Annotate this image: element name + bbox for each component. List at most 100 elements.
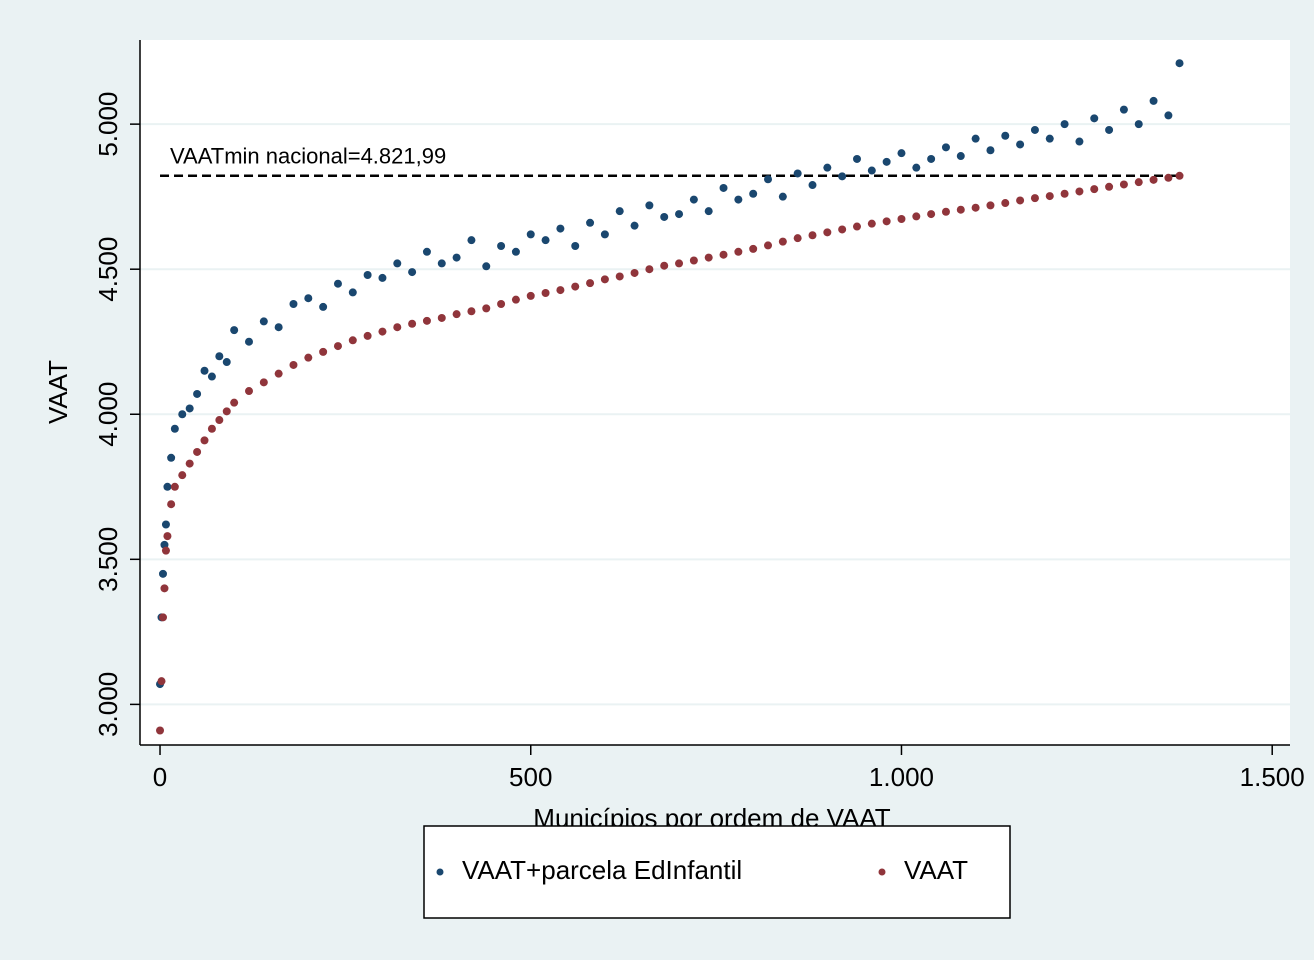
point [719, 183, 728, 192]
legend-label: VAAT+parcela EdInfantil [462, 855, 742, 885]
point [1119, 180, 1128, 189]
point [734, 195, 743, 204]
point [1001, 199, 1010, 208]
point [941, 143, 950, 152]
y-tick-label: 3.500 [93, 527, 123, 592]
point [971, 134, 980, 143]
point [912, 212, 921, 221]
point [259, 317, 268, 326]
point [207, 372, 216, 381]
point [157, 677, 166, 686]
point [244, 387, 253, 396]
point [167, 500, 176, 509]
point [1134, 178, 1143, 187]
point [541, 236, 550, 245]
point [600, 230, 609, 239]
point [1045, 134, 1054, 143]
point [158, 569, 167, 578]
point [274, 323, 283, 332]
point [222, 407, 231, 416]
point [630, 268, 639, 277]
point [1075, 187, 1084, 196]
point [1016, 140, 1025, 149]
y-axis-label: VAAT [43, 360, 73, 424]
point [333, 279, 342, 288]
point [764, 175, 773, 184]
point [160, 584, 169, 593]
point [163, 532, 172, 541]
point [660, 261, 669, 270]
point [161, 546, 170, 555]
point [1075, 137, 1084, 146]
point [615, 272, 624, 281]
point [867, 166, 876, 175]
point [645, 265, 654, 274]
legend-label: VAAT [904, 855, 968, 885]
point [178, 410, 187, 419]
point [912, 163, 921, 172]
point [719, 250, 728, 259]
reference-label: VAATmin nacional=4.821,99 [170, 144, 446, 169]
point [304, 353, 313, 362]
point [764, 241, 773, 250]
point [882, 217, 891, 226]
point [541, 288, 550, 297]
x-tick-label: 500 [509, 762, 552, 792]
point [393, 323, 402, 332]
point [852, 222, 861, 231]
point [793, 234, 802, 243]
point [1090, 114, 1099, 123]
point [422, 316, 431, 325]
point [289, 300, 298, 309]
point [1016, 196, 1025, 205]
point [193, 389, 202, 398]
point [1149, 96, 1158, 105]
point [437, 313, 446, 322]
point [408, 268, 417, 277]
point [274, 369, 283, 378]
point [170, 424, 179, 433]
point [867, 219, 876, 228]
point [1164, 173, 1173, 182]
point [200, 366, 209, 375]
point [526, 291, 535, 300]
point [749, 189, 758, 198]
point [986, 201, 995, 210]
point [207, 424, 216, 433]
point [1149, 175, 1158, 184]
point [1105, 182, 1114, 191]
point [215, 416, 224, 425]
point [675, 259, 684, 268]
point [630, 221, 639, 230]
point [1045, 192, 1054, 201]
point [511, 295, 520, 304]
point [333, 342, 342, 351]
point [704, 253, 713, 262]
point [734, 247, 743, 256]
point [823, 163, 832, 172]
point [645, 201, 654, 210]
point [1060, 120, 1069, 129]
point [452, 310, 461, 319]
point [956, 152, 965, 161]
point [823, 228, 832, 237]
point [941, 207, 950, 216]
point [927, 154, 936, 163]
point [689, 256, 698, 265]
point [497, 241, 506, 250]
point [230, 326, 239, 335]
point [927, 210, 936, 219]
point [778, 192, 787, 201]
x-tick-label: 0 [153, 762, 167, 792]
point [882, 157, 891, 166]
point [378, 273, 387, 282]
point [363, 331, 372, 340]
point [230, 398, 239, 407]
point [571, 241, 580, 250]
plot-area [140, 40, 1290, 745]
point [452, 253, 461, 262]
point [244, 337, 253, 346]
point [1030, 194, 1039, 203]
legend-marker [436, 868, 444, 876]
point [422, 247, 431, 256]
